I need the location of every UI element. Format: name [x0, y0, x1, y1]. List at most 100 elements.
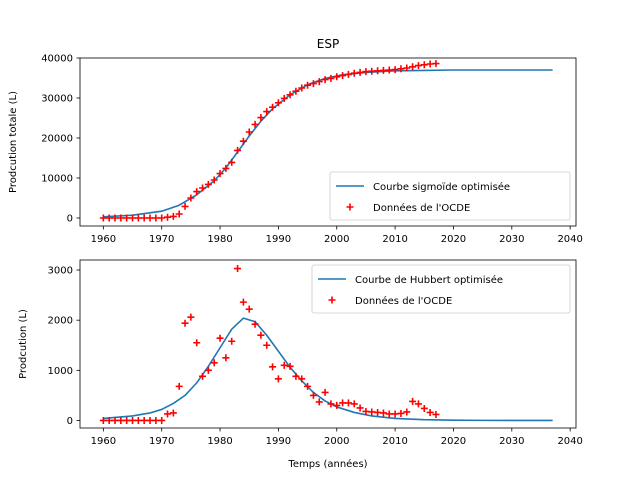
data-point: [298, 375, 306, 383]
data-point: [204, 180, 212, 188]
data-point: [169, 212, 177, 220]
data-point: [222, 354, 230, 362]
x-tick-label: 1980: [207, 234, 232, 245]
data-point: [350, 400, 358, 408]
data-point: [339, 399, 347, 407]
y-tick-label: 30000: [41, 94, 73, 105]
data-point: [175, 382, 183, 390]
legend-marker-swatch: [328, 296, 336, 304]
data-point: [356, 404, 364, 412]
data-point: [280, 94, 288, 102]
data-point: [409, 397, 417, 405]
data-point: [426, 408, 434, 416]
bottom-chart-panel: 1960 1970 1980 1990 2000 2010 2020 2030 2040 0 100…: [18, 259, 583, 470]
data-point: [140, 214, 148, 222]
axes-frame: [79, 259, 577, 429]
data-point: [286, 91, 294, 99]
data-point: [327, 74, 335, 82]
data-point: [327, 400, 335, 408]
x-tick-label: 1980: [207, 436, 232, 447]
data-point: [164, 410, 172, 418]
data-point: [193, 339, 201, 347]
x-tick-label: 2010: [382, 234, 407, 245]
data-point: [391, 410, 399, 418]
data-point: [321, 76, 329, 84]
x-axis-label: Temps (années): [287, 458, 367, 470]
data-point: [385, 66, 393, 74]
data-point: [379, 409, 387, 417]
legend-box: [311, 264, 571, 314]
x-tick-label: 1970: [149, 234, 174, 245]
data-point: [263, 341, 271, 349]
data-point: [152, 214, 160, 222]
data-point: [111, 214, 119, 222]
data-point: [129, 214, 137, 222]
data-point: [228, 158, 236, 166]
data-point: [134, 416, 142, 424]
data-point: [187, 194, 195, 202]
x-tick-label: 2010: [382, 436, 407, 447]
y-tick-label: 3000: [48, 266, 73, 277]
data-point: [129, 416, 137, 424]
data-point: [228, 337, 236, 345]
data-point: [199, 372, 207, 380]
x-tick-label: 1990: [266, 234, 291, 245]
x-tick-label: 2030: [499, 436, 524, 447]
data-point: [274, 375, 282, 383]
y-tick-label: 40000: [41, 54, 73, 65]
data-point: [99, 416, 107, 424]
data-point: [397, 65, 405, 73]
y-tick-label: 0: [67, 214, 73, 225]
data-point: [339, 72, 347, 80]
data-point: [105, 214, 113, 222]
top-chart-panel: 1960 1970 1980 1990 2000 2010 2020 2030 2040 0 100…: [8, 54, 583, 246]
legend-entry-label: Courbe sigmoïde optimisée: [373, 181, 510, 193]
data-point: [269, 103, 277, 111]
data-point: [146, 416, 154, 424]
data-point: [309, 80, 317, 88]
data-point: [280, 361, 288, 369]
x-tick-label: 2030: [499, 234, 524, 245]
x-tick-label: 1960: [91, 234, 116, 245]
data-point: [181, 319, 189, 327]
data-point: [251, 320, 259, 328]
data-point: [274, 99, 282, 107]
data-point: [304, 382, 312, 390]
data-point: [356, 68, 364, 76]
data-point: [99, 214, 107, 222]
data-point: [333, 401, 341, 409]
data-point: [432, 410, 440, 418]
data-point: [152, 416, 160, 424]
data-point: [344, 70, 352, 78]
x-tick-label: 2000: [324, 436, 349, 447]
data-point: [286, 362, 294, 370]
data-point: [111, 416, 119, 424]
y-axis-label: Prodcution totale (L): [8, 91, 19, 193]
data-point: [309, 391, 317, 399]
data-point: [292, 372, 300, 380]
data-point: [269, 363, 277, 371]
legend-entry-label: Données de l'OCDE: [373, 202, 470, 214]
data-point: [257, 331, 265, 339]
x-tick-label: 2000: [324, 234, 349, 245]
data-point: [134, 214, 142, 222]
data-point: [315, 398, 323, 406]
data-point: [164, 213, 172, 221]
plot-area: [99, 265, 553, 424]
data-point: [350, 69, 358, 77]
x-tick-label: 1960: [91, 436, 116, 447]
data-point: [292, 87, 300, 95]
data-point: [385, 410, 393, 418]
x-tick-label: 1990: [266, 436, 291, 447]
data-point: [234, 146, 242, 154]
data-point: [146, 214, 154, 222]
series-line-sigmoid: [103, 69, 553, 218]
data-point: [245, 128, 253, 136]
data-point: [426, 60, 434, 68]
data-point: [105, 416, 113, 424]
x-tick-label: 2020: [441, 436, 466, 447]
data-point: [304, 81, 312, 89]
data-point: [245, 305, 253, 313]
data-point: [158, 416, 166, 424]
